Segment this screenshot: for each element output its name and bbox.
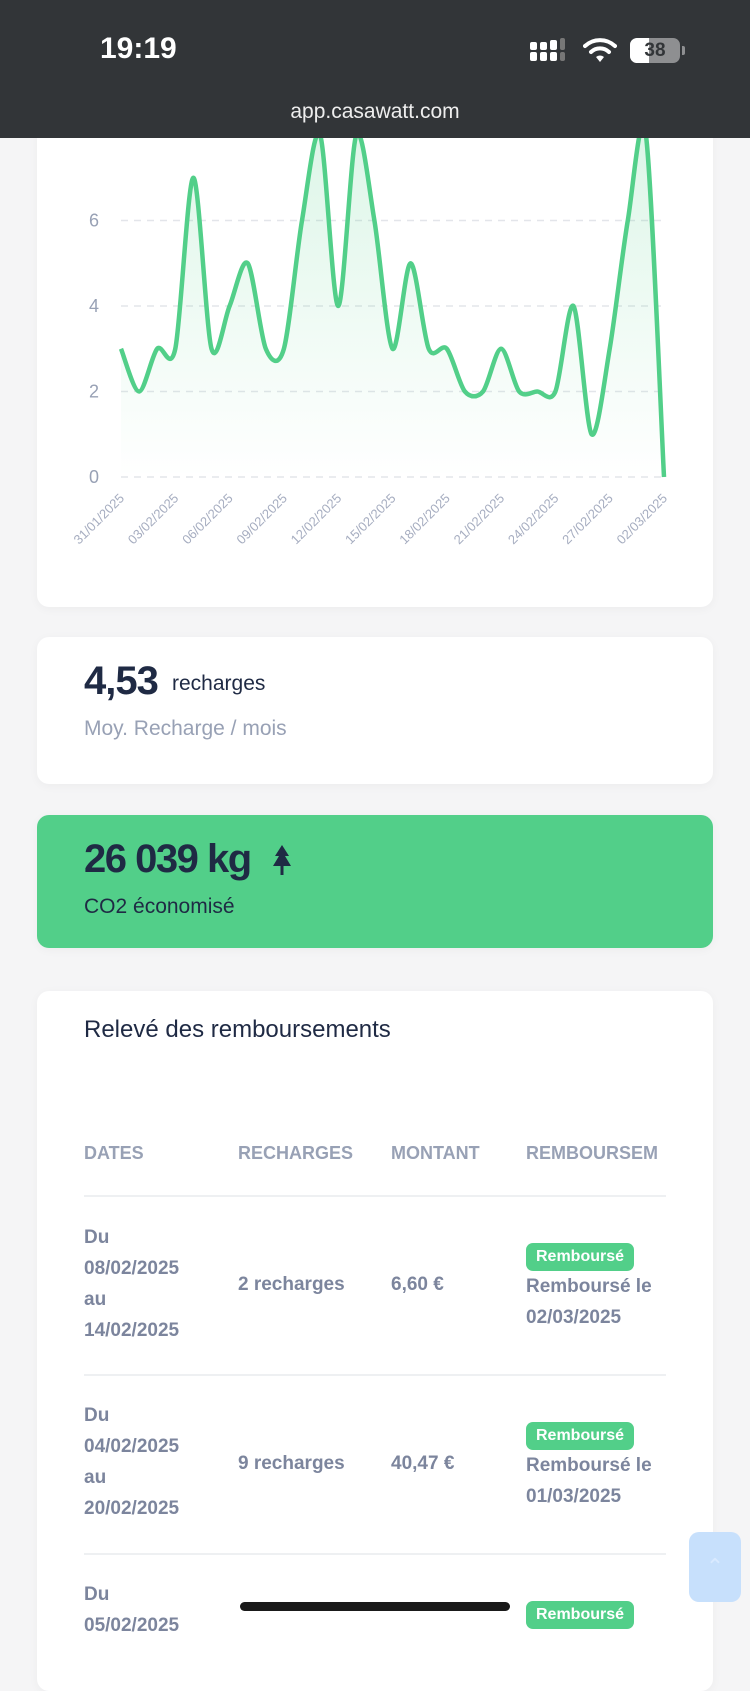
tree-icon: [271, 845, 293, 877]
co2-card: 26 039 kg CO2 économisé: [37, 815, 713, 948]
status-badge: Remboursé: [526, 1601, 634, 1629]
x-tick-label: 21/02/2025: [451, 491, 508, 548]
scroll-to-top-button[interactable]: ⌃: [689, 1532, 741, 1602]
recharges-chart: 0 2 4 6 31/01/202503/02/202506/02/202509/02/…: [37, 100, 713, 607]
divider: [84, 1374, 666, 1376]
x-tick-label: 09/02/2025: [233, 491, 290, 548]
co2-label: CO2 économisé: [84, 895, 235, 919]
y-tick-label: 0: [89, 467, 99, 487]
x-tick-label: 31/01/2025: [70, 491, 127, 548]
average-recharge-card: 4,53 recharges Moy. Recharge / mois: [37, 637, 713, 784]
signal-icon: [530, 38, 570, 62]
home-indicator: [240, 1602, 510, 1611]
status-badge: Remboursé: [526, 1243, 634, 1271]
battery-indicator: 38: [630, 38, 680, 63]
amount: 40,47 €: [391, 1448, 454, 1479]
column-header-recharges[interactable]: RECHARGES: [238, 1143, 353, 1164]
y-tick-label: 2: [89, 382, 99, 402]
x-tick-label: 27/02/2025: [559, 491, 616, 548]
co2-value: 26 039 kg: [84, 837, 251, 882]
divider: [84, 1553, 666, 1555]
wifi-icon: [583, 37, 617, 63]
y-tick-label: 6: [89, 211, 99, 231]
series-area: [121, 126, 664, 477]
x-tick-label: 15/02/2025: [342, 491, 399, 548]
column-header-dates[interactable]: DATES: [84, 1143, 144, 1164]
column-header-amount[interactable]: MONTANT: [391, 1143, 480, 1164]
x-tick-label: 24/02/2025: [505, 491, 562, 548]
divider: [84, 1195, 666, 1197]
recharges-count: 2 recharges: [238, 1269, 345, 1300]
x-tick-label: 03/02/2025: [125, 491, 182, 548]
clock: 19:19: [100, 32, 177, 66]
average-unit: recharges: [172, 672, 265, 696]
x-tick-label: 02/03/2025: [613, 491, 670, 548]
status-badge: Remboursé: [526, 1422, 634, 1450]
average-label: Moy. Recharge / mois: [84, 717, 287, 741]
x-tick-label: 06/02/2025: [179, 491, 236, 548]
y-tick-label: 4: [89, 296, 99, 316]
column-header-refund[interactable]: REMBOURSEM: [526, 1143, 667, 1164]
recharges-count: 9 recharges: [238, 1448, 345, 1479]
amount: 6,60 €: [391, 1269, 444, 1300]
refunds-title: Relevé des remboursements: [84, 1016, 391, 1044]
browser-status-bar: 19:19 38 app.casawatt.com: [0, 0, 750, 138]
refund-status: Remboursé: [526, 1598, 634, 1629]
x-tick-label: 18/02/2025: [396, 491, 453, 548]
average-value: 4,53: [84, 659, 158, 704]
url-bar[interactable]: app.casawatt.com: [0, 100, 750, 124]
chevron-up-icon: ⌃: [706, 1554, 724, 1579]
x-tick-label: 12/02/2025: [288, 491, 345, 548]
